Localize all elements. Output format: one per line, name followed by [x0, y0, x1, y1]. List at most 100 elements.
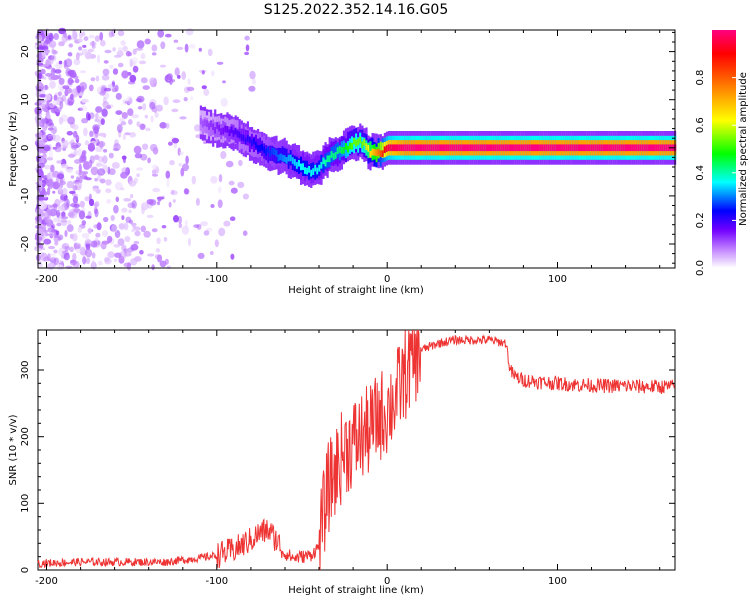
spectrogram-cell — [169, 160, 175, 166]
spectrogram-ridge-cell — [412, 144, 415, 152]
spectrogram-cell — [124, 236, 131, 242]
spectrogram-cell — [120, 187, 125, 191]
spectrogram-cell — [85, 239, 93, 245]
spectrogram-ridge-cell — [498, 144, 501, 152]
spectrogram-ridge-cell — [367, 145, 370, 152]
spectrogram-cell — [163, 96, 169, 106]
spectrogram-cell — [184, 43, 189, 53]
spectrogram-ridge-cell — [224, 125, 227, 133]
spectrogram-cell — [55, 230, 60, 236]
spectrogram-cell — [237, 181, 245, 189]
spectrogram-cell — [56, 222, 62, 227]
spectrogram-ridge-cell — [252, 138, 256, 145]
spectrogram-cell — [67, 52, 73, 57]
spectrogram-cell — [35, 86, 44, 92]
spectrogram-cell — [83, 127, 88, 137]
spectrogram-ridge-cell — [240, 134, 243, 141]
spectrogram-cell — [59, 180, 66, 186]
spectrogram-ridge-cell — [328, 155, 331, 162]
spectrogram-cell — [201, 70, 205, 75]
spectrogram-cell — [101, 74, 110, 81]
spectrogram-cell — [60, 216, 69, 220]
spectrogram-cell — [156, 201, 161, 206]
spectrogram-cell — [50, 67, 56, 77]
spectrogram-cell — [53, 257, 60, 266]
spectrogram-cell — [217, 199, 223, 208]
spectrogram-cell — [72, 185, 78, 191]
spectrogram-cell — [43, 256, 51, 262]
spectrogram-ridge-cell — [363, 139, 366, 146]
spectrogram-ridge-cell — [334, 152, 337, 159]
spectrogram-cell — [160, 64, 166, 68]
snr-x-ticks: -200 -100 0 100 — [35, 330, 661, 587]
spectrogram-cell — [82, 44, 87, 48]
x-tick-label: -200 — [35, 576, 58, 587]
spectrogram-cell — [139, 123, 146, 131]
spectrogram-ridge-cell — [357, 138, 360, 146]
spectrogram-cell — [95, 146, 103, 153]
y-tick-label: 0 — [20, 567, 31, 573]
spectrogram-ridge-cell — [665, 144, 668, 152]
spectrogram-ridge-cell — [210, 120, 213, 128]
spectrogram-ridge-cell — [353, 137, 356, 154]
spectrogram-cell — [95, 232, 101, 238]
spectrogram-ridge-cell — [600, 144, 603, 152]
spectrogram-cell — [73, 58, 81, 66]
spectrogram-cell — [81, 233, 90, 239]
spectrogram-cell — [99, 32, 104, 41]
spectrogram-cell — [48, 245, 56, 250]
spectrogram-cell — [172, 199, 176, 203]
spectrogram-cell — [77, 227, 82, 233]
spectrogram-cell — [121, 167, 129, 174]
spectrogram-cell — [108, 152, 114, 159]
spectrogram-cell — [90, 166, 99, 176]
spectrogram-cell — [68, 211, 75, 219]
spectrogram-cell — [61, 95, 67, 102]
spectrogram-cell — [49, 232, 54, 239]
y-tick-label: -10 — [20, 188, 31, 204]
spectrogram-ridge-cell — [279, 153, 282, 161]
spectrogram-cell — [94, 35, 100, 42]
spectrogram-cell — [89, 130, 94, 137]
spectrogram-cell — [91, 252, 96, 259]
spectrogram-cell — [197, 252, 205, 259]
spectrogram-cell — [54, 238, 59, 244]
spectrogram-cell — [65, 58, 73, 68]
spectrogram-cell — [103, 60, 109, 64]
spectrogram-cell — [132, 224, 136, 229]
spectrogram-cell — [81, 151, 86, 158]
spectrogram-cell — [51, 54, 57, 62]
spectrogram-cell — [88, 159, 93, 168]
spectrogram-ridge-cell — [210, 120, 213, 137]
x-tick-label: 100 — [548, 274, 567, 285]
spectrogram-ridge-cell — [479, 144, 482, 152]
spectrogram-cell — [124, 251, 132, 257]
spectrogram-cell — [53, 94, 58, 102]
spectrogram-ridge-cell — [569, 144, 572, 152]
spectrogram-cell — [132, 65, 139, 73]
spectrogram-cell — [173, 215, 179, 223]
spectrogram-ridge-cell — [255, 141, 258, 149]
spectrogram-cell — [151, 228, 158, 233]
spectrogram-ridge-cell — [441, 144, 444, 152]
spectrogram-ridge-cell — [422, 144, 425, 152]
spectrogram-cell — [80, 153, 87, 163]
spectrogram-cell — [142, 143, 149, 150]
spectrogram-ridge-cell — [537, 144, 540, 152]
spectrogram-cell — [38, 176, 42, 182]
spectrogram-cell — [206, 227, 213, 232]
spectrogram-cell — [77, 107, 84, 111]
spectrogram-cell — [52, 203, 58, 208]
spectrogram-cell — [93, 154, 100, 160]
spectrogram-ridge-cell — [214, 127, 217, 134]
spectrogram-cell — [57, 91, 63, 96]
spectrogram-cell — [114, 258, 117, 263]
spectrogram-ridge-cell — [488, 144, 491, 152]
spectrogram-cell — [251, 78, 256, 85]
spectrogram-cell — [101, 240, 110, 245]
spectrogram-cell — [61, 34, 68, 43]
spectrogram-ridge-cell — [398, 144, 401, 152]
spectrogram-ridge-cell — [344, 143, 348, 150]
spectrogram-ridge-cell — [471, 144, 474, 152]
spectrogram-cell — [46, 114, 51, 119]
